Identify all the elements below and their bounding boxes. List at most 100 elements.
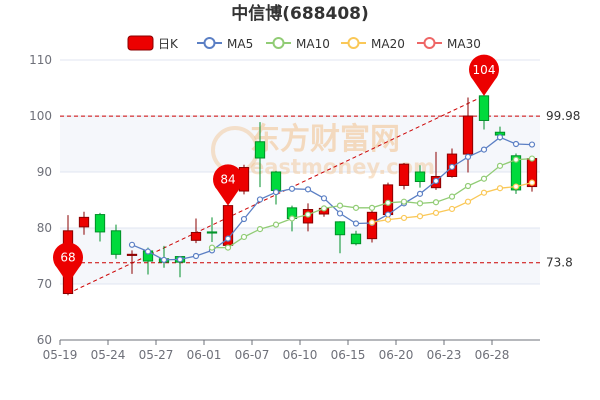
price-marker-shape	[468, 54, 500, 96]
price-marker-label: 104	[473, 63, 496, 77]
candle-body	[510, 155, 522, 191]
y-tick-label: 60	[37, 333, 52, 347]
candle	[398, 163, 410, 190]
ma20-point	[528, 179, 536, 186]
ma10-point	[304, 211, 312, 218]
y-tick-label: 70	[37, 277, 52, 291]
ma5-point	[256, 196, 264, 203]
ma5-point	[496, 134, 504, 141]
legend-swatch-dot	[203, 37, 216, 49]
x-axis: 05-19 05-24 05-27 06-01 06-07 06-10 06-15 06-20…	[43, 339, 540, 362]
ma10-point	[512, 156, 520, 163]
legend-swatch	[127, 35, 154, 51]
candle-body	[126, 253, 138, 256]
candle	[414, 165, 426, 188]
x-tick-label: 06-07	[235, 348, 270, 362]
ma5-point	[528, 141, 536, 148]
legend-label: MA20	[371, 37, 405, 51]
legend-item-ma30[interactable]: MA30	[417, 37, 481, 51]
ma20-point	[416, 213, 424, 220]
ma10-point	[256, 226, 264, 233]
y-tick-label: 80	[37, 221, 52, 235]
legend-swatch-dot	[347, 37, 360, 49]
ma10-point	[528, 155, 536, 162]
ma10-point	[368, 204, 376, 211]
candle	[190, 218, 202, 244]
x-tick-label: 06-28	[475, 348, 510, 362]
candle-body	[78, 216, 90, 228]
x-tick-label: 06-10	[283, 348, 318, 362]
candle-body	[254, 141, 266, 159]
ma10-point	[208, 244, 216, 251]
legend-label: 日K	[158, 37, 179, 51]
ma10-point	[272, 221, 280, 228]
candle	[78, 211, 90, 235]
ma5-point	[224, 235, 232, 242]
ma10-point	[448, 193, 456, 200]
ma5-point	[288, 185, 296, 192]
chart-title: 中信博(688408)	[231, 3, 369, 24]
legend-item-ma10[interactable]: MA10	[266, 37, 330, 51]
candle-body	[398, 163, 410, 186]
ma10-point	[352, 204, 360, 211]
ma10-point	[496, 162, 504, 169]
candle-body	[94, 214, 106, 233]
ma5-point	[384, 211, 392, 218]
x-tick-label: 06-20	[379, 348, 414, 362]
watermark-main-text: 东方财富网	[250, 122, 400, 157]
x-tick-label: 05-19	[43, 348, 78, 362]
ma5-point	[432, 177, 440, 185]
ma5-point	[480, 146, 488, 153]
ma10-point	[384, 199, 392, 206]
price-marker-shape	[213, 164, 244, 206]
price-marker-pin: 104	[468, 54, 500, 96]
candle	[334, 221, 346, 254]
ma20-point	[480, 189, 488, 196]
ma20-point	[432, 209, 440, 216]
legend[interactable]: 日K MA5 MA10 MA20 MA30	[127, 35, 481, 51]
legend-swatch-dot	[272, 37, 285, 49]
candle-body	[110, 230, 122, 255]
grid-band	[60, 228, 540, 284]
legend-item-ma5[interactable]: MA5	[197, 37, 253, 51]
ma5-point	[128, 241, 136, 248]
y-tick-label: 100	[29, 109, 52, 123]
y-axis: 60 70 80 90 100 110	[29, 53, 52, 347]
ma20-point	[384, 216, 392, 223]
y-tick-label: 110	[29, 53, 52, 67]
candle	[270, 170, 282, 205]
ma5-point	[320, 195, 328, 202]
price-marker-pin: 84	[213, 164, 244, 206]
ma5-point	[240, 215, 248, 223]
candle	[126, 250, 138, 274]
ma10-point	[400, 198, 408, 205]
candle-body	[414, 171, 426, 183]
price-marker-shape	[53, 242, 84, 284]
reference-label: 73.8	[546, 256, 573, 270]
legend-swatch-dot	[423, 37, 436, 49]
reference-label: 99.98	[546, 109, 580, 123]
ma20-point	[368, 219, 376, 226]
ma5-point	[464, 153, 472, 160]
ma5-point	[192, 252, 200, 260]
moving-averages	[128, 134, 536, 264]
candle	[526, 156, 538, 192]
candle	[254, 122, 266, 188]
price-marker-label: 68	[60, 251, 75, 265]
legend-item-k[interactable]: 日K	[127, 35, 179, 51]
reference-lines: 99.98 73.8	[60, 109, 580, 270]
ma5-point	[448, 163, 456, 171]
candle-body	[270, 171, 282, 191]
candle	[350, 230, 362, 246]
ma5-point	[272, 189, 280, 196]
ma5-point	[352, 220, 360, 227]
x-tick-label: 06-01	[187, 348, 222, 362]
ma20-point	[464, 198, 472, 205]
legend-item-ma20[interactable]: MA20	[341, 37, 405, 51]
candle-body	[190, 231, 202, 241]
grid-bands	[60, 116, 540, 284]
candle-body	[334, 221, 346, 236]
legend-label: MA30	[447, 37, 481, 51]
